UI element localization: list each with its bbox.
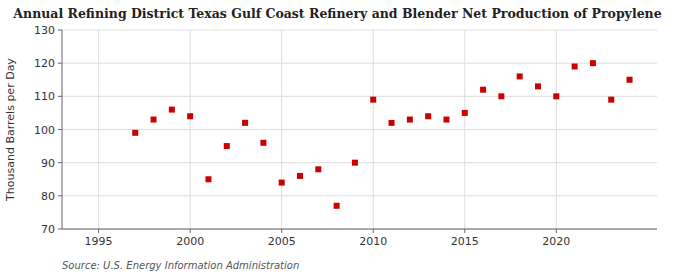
grid-line-y xyxy=(62,96,657,97)
y-tick-label: 100 xyxy=(34,124,55,137)
x-tick-label: 2005 xyxy=(268,235,296,248)
grid-line-x xyxy=(98,30,99,229)
point xyxy=(572,63,578,69)
point xyxy=(334,203,340,209)
grid-line-x xyxy=(190,30,191,229)
x-tick xyxy=(373,229,374,233)
x-tick-label: 2015 xyxy=(451,235,479,248)
y-tick xyxy=(58,195,62,196)
point xyxy=(370,97,376,103)
grid xyxy=(62,30,657,229)
grid-line-y xyxy=(62,63,657,64)
point xyxy=(279,180,285,186)
point xyxy=(608,97,614,103)
x-tick xyxy=(464,229,465,233)
x-tick-label: 2020 xyxy=(542,235,570,248)
chart-svg: 1995 2000 2005 2010 2015 2020 70 80 90 100 110 120 1… xyxy=(0,0,675,275)
point xyxy=(242,120,248,126)
point xyxy=(297,173,303,179)
point xyxy=(590,60,596,66)
point xyxy=(151,117,157,123)
grid-line-x xyxy=(464,30,465,229)
points xyxy=(132,60,632,209)
x-tick xyxy=(556,229,557,233)
x-tick-label: 2010 xyxy=(359,235,387,248)
point xyxy=(480,87,486,93)
x-tick-label: 1995 xyxy=(85,235,113,248)
title: Annual Refining District Texas Gulf Coas… xyxy=(12,6,661,21)
point xyxy=(260,140,266,146)
point xyxy=(352,160,358,166)
point xyxy=(315,166,321,172)
point xyxy=(205,176,211,182)
grid-line-y xyxy=(62,195,657,196)
y-tick-label: 110 xyxy=(34,90,55,103)
point xyxy=(389,120,395,126)
grid-line-y xyxy=(62,129,657,130)
point xyxy=(535,83,541,89)
y-tick xyxy=(58,229,62,230)
point xyxy=(517,73,523,79)
grid-line-x xyxy=(556,30,557,229)
grid-line-y xyxy=(62,229,657,230)
point xyxy=(498,93,504,99)
point xyxy=(407,117,413,123)
grid-line-y xyxy=(62,162,657,163)
chart-container: 1995 2000 2005 2010 2015 2020 70 80 90 100 110 120 1… xyxy=(0,0,675,275)
point xyxy=(132,130,138,136)
x-tick xyxy=(190,229,191,233)
y-tick xyxy=(58,30,62,31)
source-annotation: Source: U.S. Energy Information Administ… xyxy=(62,260,299,271)
y-tick xyxy=(58,63,62,64)
point xyxy=(462,110,468,116)
y-axis-label: Thousand Barrels per Day xyxy=(4,58,17,202)
y-tick xyxy=(58,129,62,130)
y-tick xyxy=(58,96,62,97)
x-tick xyxy=(98,229,99,233)
point xyxy=(553,93,559,99)
y-tick-label: 130 xyxy=(34,24,55,37)
y-tick-label: 80 xyxy=(41,190,55,203)
y-tick-label: 70 xyxy=(41,223,55,236)
point xyxy=(187,113,193,119)
grid-line-y xyxy=(62,30,657,31)
point xyxy=(224,143,230,149)
y-tick-label: 120 xyxy=(34,57,55,70)
y-tick xyxy=(58,162,62,163)
point xyxy=(169,107,175,113)
y-tick-label: 90 xyxy=(41,157,55,170)
axes: 1995 2000 2005 2010 2015 2020 70 80 90 100 110 120 1… xyxy=(34,24,657,248)
x-tick-label: 2000 xyxy=(176,235,204,248)
x-tick xyxy=(281,229,282,233)
point xyxy=(443,117,449,123)
point xyxy=(425,113,431,119)
grid-line-x xyxy=(281,30,282,229)
x-axis-line xyxy=(62,229,657,230)
point xyxy=(627,77,633,83)
grid-line-x xyxy=(373,30,374,229)
